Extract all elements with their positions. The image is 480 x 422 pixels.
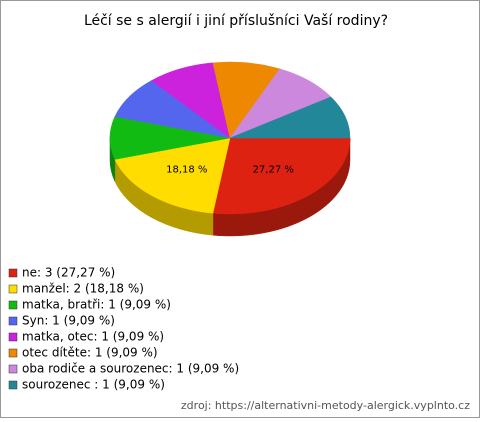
source: zdroj: https://alternativni-metody-alerg…	[181, 399, 470, 412]
legend-swatch	[8, 300, 18, 310]
legend-swatch	[8, 284, 18, 294]
slice	[114, 137, 231, 214]
legend-label: oba rodiče a sourozenec: 1 (9,09 %)	[22, 362, 239, 376]
legend-swatch	[8, 332, 18, 342]
slice	[229, 96, 351, 139]
legend-swatch	[8, 380, 18, 390]
legend-label: sourozenec : 1 (9,09 %)	[22, 378, 165, 392]
legend-swatch	[8, 316, 18, 326]
legend-label: manžel: 2 (18,18 %)	[22, 282, 144, 296]
legend-swatch	[8, 268, 18, 278]
legend-label: matka, otec: 1 (9,09 %)	[22, 330, 164, 344]
data-label: 18,18 %	[166, 165, 207, 176]
legend-label: Syn: 1 (9,09 %)	[22, 314, 115, 328]
chart-title: Léčí se s alergií i jiní příslušníci Vaš…	[84, 13, 388, 29]
slice	[212, 137, 351, 215]
legend-swatch	[8, 348, 18, 358]
legend-label: otec dítěte: 1 (9,09 %)	[22, 346, 158, 360]
legend-label: ne: 3 (27,27 %)	[22, 266, 115, 280]
data-label: 27,27 %	[253, 165, 294, 176]
legend-label: matka, bratři: 1 (9,09 %)	[22, 298, 171, 312]
legend-swatch	[8, 364, 18, 374]
